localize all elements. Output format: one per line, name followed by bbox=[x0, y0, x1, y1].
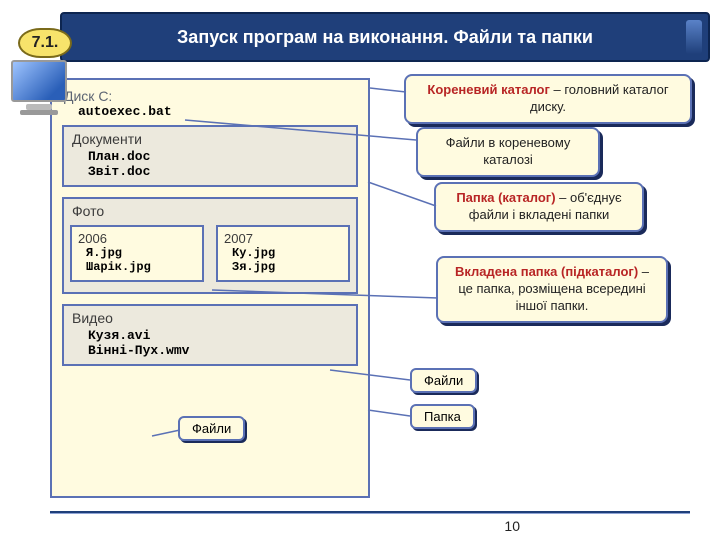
callout-lead: Папка (каталог) bbox=[456, 190, 555, 205]
subfolder-title: 2007 bbox=[224, 231, 342, 246]
folder-photo: Фото 2006 Я.jpg Шарік.jpg 2007 Ку.jpg Зя… bbox=[62, 197, 358, 294]
section-number: 7.1. bbox=[32, 34, 59, 52]
folder-title: Фото bbox=[70, 203, 350, 221]
file-item: Ку.jpg bbox=[224, 246, 342, 260]
subfolder-title: 2006 bbox=[78, 231, 196, 246]
file-item: Я.jpg bbox=[78, 246, 196, 260]
root-file: autoexec.bat bbox=[60, 104, 360, 119]
footer-rule bbox=[50, 511, 690, 514]
callout-lead: Кореневий каталог bbox=[427, 82, 550, 97]
page-title: Запуск програм на виконання. Файли та па… bbox=[177, 27, 593, 48]
callout-lead: Вкладена папка (підкаталог) bbox=[455, 264, 638, 279]
callout-subfolder-def: Вкладена папка (підкаталог) – це папка, … bbox=[436, 256, 668, 323]
subfolder-2006: 2006 Я.jpg Шарік.jpg bbox=[70, 225, 204, 282]
file-item: Звіт.doc bbox=[70, 164, 350, 179]
callout-text: Файли в кореневому каталозі bbox=[446, 135, 571, 167]
callout-root-catalog: Кореневий каталог – головний каталог дис… bbox=[404, 74, 692, 124]
label-files: Файли bbox=[410, 368, 477, 393]
label-text: Папка bbox=[424, 409, 461, 424]
file-item: Вінні-Пух.wmv bbox=[70, 343, 350, 358]
callout-text: – головний каталог диску. bbox=[530, 82, 669, 114]
monitor-icon bbox=[4, 60, 74, 118]
folder-documents: Документи План.doc Звіт.doc bbox=[62, 125, 358, 187]
page-number: 10 bbox=[504, 518, 520, 534]
label-text: Файли bbox=[192, 421, 231, 436]
label-files-inner: Файли bbox=[178, 416, 245, 441]
file-item: Зя.jpg bbox=[224, 260, 342, 274]
subfolder-2007: 2007 Ку.jpg Зя.jpg bbox=[216, 225, 350, 282]
label-text: Файли bbox=[424, 373, 463, 388]
section-badge: 7.1. bbox=[18, 28, 72, 58]
callout-root-files: Файли в кореневому каталозі bbox=[416, 127, 600, 177]
file-item: Шарік.jpg bbox=[78, 260, 196, 274]
callout-folder-def: Папка (каталог) – об'єднує файли і вклад… bbox=[434, 182, 644, 232]
title-bar: Запуск програм на виконання. Файли та па… bbox=[60, 12, 710, 62]
label-folder: Папка bbox=[410, 404, 475, 429]
file-item: Кузя.avi bbox=[70, 328, 350, 343]
file-item: План.doc bbox=[70, 149, 350, 164]
folder-video: Видео Кузя.avi Вінні-Пух.wmv bbox=[62, 304, 358, 366]
root-label: Диск C: bbox=[60, 86, 360, 104]
folder-title: Видео bbox=[70, 310, 350, 328]
folder-title: Документи bbox=[70, 131, 350, 149]
